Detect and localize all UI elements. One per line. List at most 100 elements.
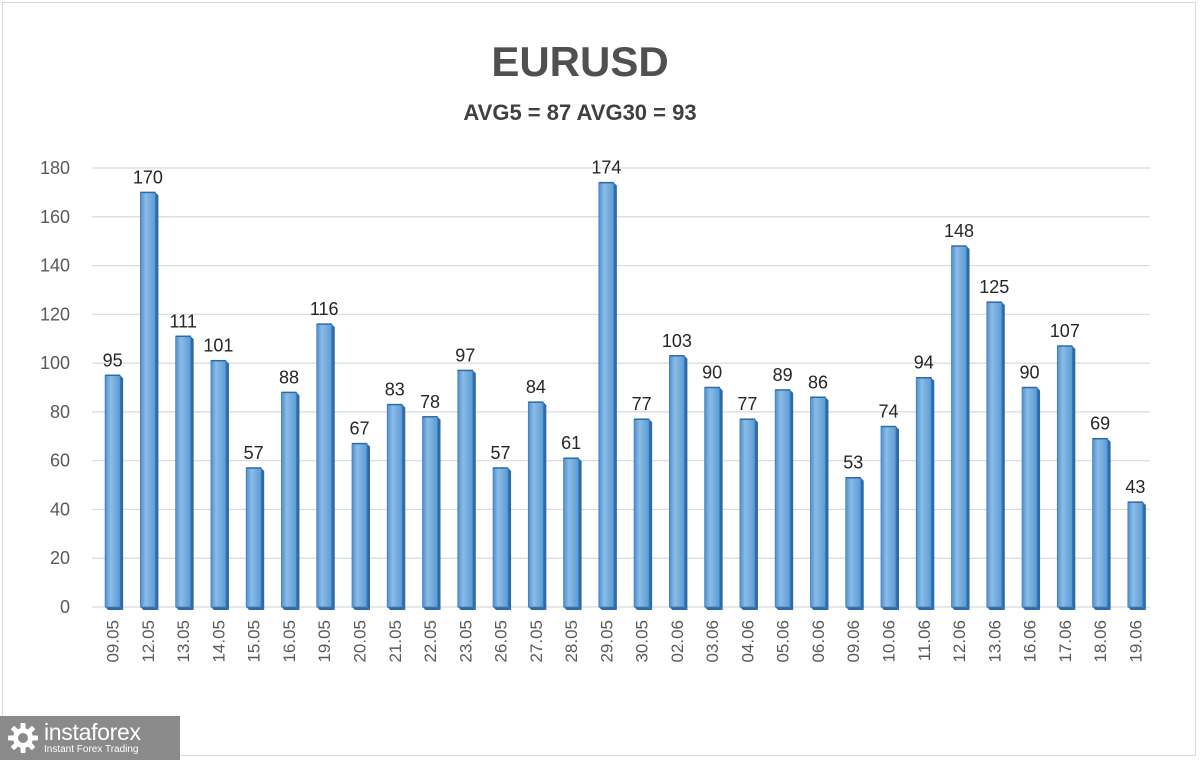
data-label: 148 [944, 221, 974, 241]
bar [598, 181, 617, 610]
bar-side [190, 336, 194, 610]
x-tick-label: 16.06 [1021, 620, 1040, 663]
bar-side [790, 389, 794, 610]
bar-face [139, 191, 156, 608]
x-tick-label: 16.05 [280, 620, 299, 663]
bar-side [367, 443, 370, 610]
bar [457, 369, 476, 610]
gridlines [92, 167, 1150, 608]
bar-face [986, 301, 1003, 608]
bar [774, 389, 794, 610]
bar [951, 245, 970, 611]
y-axis-ticks: 0 20 40 60 80 100 120 140 160 180 [40, 158, 70, 617]
bar [739, 418, 758, 610]
bar-side [543, 402, 547, 610]
x-tick-label: 29.05 [597, 620, 616, 663]
bar [810, 396, 829, 610]
bar-side [472, 370, 476, 610]
data-label: 94 [914, 353, 934, 373]
x-tick-label: 19.05 [315, 620, 334, 663]
data-label: 84 [526, 377, 546, 397]
data-label: 95 [103, 350, 123, 370]
bar-bottom [493, 607, 512, 610]
bar-side [331, 324, 335, 610]
bar-side [225, 360, 229, 610]
bar-bottom [316, 607, 335, 610]
bar-face [880, 426, 897, 608]
bar-bottom [669, 607, 688, 610]
bar [386, 403, 406, 610]
bar-side [120, 375, 124, 610]
data-label: 57 [244, 443, 264, 463]
bar-face [351, 443, 368, 608]
data-label: 90 [702, 363, 722, 383]
bar-side [1001, 302, 1005, 610]
bar-side [296, 392, 300, 610]
y-tick-label: 60 [50, 451, 70, 471]
bar-bottom [528, 607, 547, 610]
bar-bottom [951, 607, 970, 610]
x-tick-label: 15.05 [245, 620, 264, 663]
bar-side [825, 397, 829, 610]
x-tick-label: 09.06 [844, 620, 863, 663]
bar-bottom [986, 607, 1005, 610]
bar-side [155, 192, 159, 610]
x-tick-label: 27.05 [527, 620, 546, 663]
bar-face [422, 416, 438, 608]
bar-side [1037, 387, 1041, 610]
bar-face [951, 245, 967, 608]
bar-chart: 0 20 40 60 80 100 120 140 160 180 95 170 111 101 57 88… [40, 158, 1150, 663]
data-label: 116 [310, 299, 339, 319]
x-tick-label: 09.05 [104, 620, 123, 663]
bar-bottom [704, 607, 723, 610]
bar-side [1072, 346, 1076, 610]
x-tick-label: 14.05 [209, 620, 228, 663]
data-label: 101 [203, 336, 233, 356]
data-labels: 95 170 111 101 57 88 116 67 83 78 97 57 84 61 174 77 103… [103, 158, 1146, 497]
bar [845, 476, 864, 610]
bar-face [845, 477, 862, 608]
data-label: 111 [169, 311, 196, 331]
bar-side [1107, 438, 1111, 610]
data-label: 78 [420, 392, 440, 412]
bar-face [774, 389, 791, 608]
bar [1056, 345, 1076, 610]
x-tick-label: 22.05 [421, 620, 440, 663]
bar [1092, 437, 1111, 610]
logo-tagline: Instant Forex Trading [44, 744, 139, 755]
bar-bottom [175, 607, 194, 610]
x-tick-label: 19.06 [1126, 620, 1145, 663]
bar-side [508, 467, 512, 610]
y-tick-label: 120 [40, 304, 70, 324]
bar-face [527, 401, 544, 608]
bar-bottom [457, 607, 476, 610]
bars [104, 181, 1146, 611]
data-label: 174 [591, 158, 621, 178]
bar [669, 355, 688, 610]
data-label: 77 [632, 394, 652, 414]
data-label: 90 [1020, 363, 1040, 383]
data-label: 61 [561, 433, 581, 453]
bar-side [402, 404, 406, 610]
x-tick-label: 06.06 [809, 620, 828, 663]
x-axis-ticks: 09.05 12.05 13.05 14.05 15.05 16.05 19.05 20.05… [104, 620, 1146, 663]
bar-face [1056, 345, 1073, 608]
instaforex-logo: instaforex Instant Forex Trading [0, 716, 180, 760]
bar-face [1127, 501, 1144, 608]
x-tick-label: 11.06 [915, 620, 934, 661]
x-tick-label: 28.05 [562, 620, 581, 663]
bar-face [633, 418, 650, 608]
data-label: 97 [455, 345, 475, 365]
chart-title: EURUSD [491, 38, 669, 85]
bar [104, 374, 124, 610]
data-label: 89 [773, 365, 793, 385]
bar [1021, 386, 1041, 610]
bar-bottom [1092, 607, 1111, 610]
bar [915, 376, 935, 610]
bar-side [437, 416, 441, 610]
bar-bottom [140, 607, 159, 610]
chart-subtitle: AVG5 = 87 AVG30 = 93 [463, 100, 697, 125]
bar-face [104, 374, 121, 608]
bar [1127, 501, 1146, 610]
bar-face [598, 182, 615, 608]
